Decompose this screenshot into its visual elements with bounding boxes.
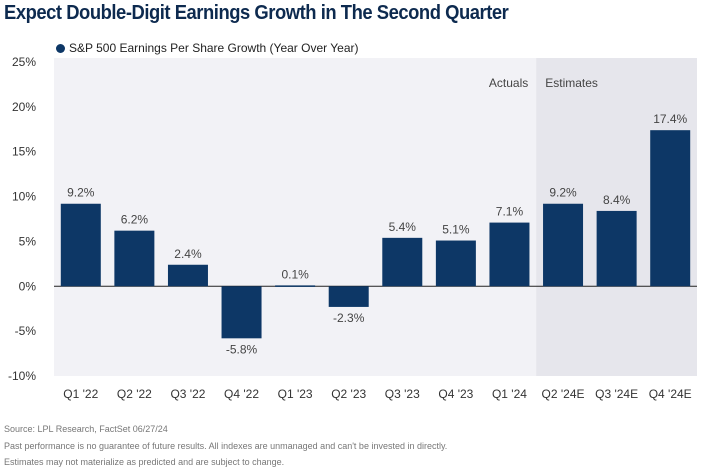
data-label: 9.2% bbox=[67, 186, 95, 200]
data-label: -5.8% bbox=[226, 342, 258, 356]
y-tick-label: 20% bbox=[12, 100, 36, 114]
estimates-note: Estimates may not materialize as predict… bbox=[4, 457, 285, 467]
disclaimer: Past performance is no guarantee of futu… bbox=[4, 441, 448, 451]
source-note: Source: LPL Research, FactSet 06/27/24 bbox=[4, 424, 168, 434]
data-label: 6.2% bbox=[121, 213, 149, 227]
legend-label: S&P 500 Earnings Per Share Growth (Year … bbox=[69, 41, 359, 55]
y-tick-label: 10% bbox=[12, 190, 36, 204]
data-label: 9.2% bbox=[549, 186, 577, 200]
x-tick-label: Q1 '23 bbox=[278, 387, 313, 401]
data-label: -2.3% bbox=[333, 311, 365, 325]
actuals-label: Actuals bbox=[489, 76, 528, 90]
bar bbox=[60, 203, 101, 287]
bar bbox=[275, 285, 316, 287]
x-tick-label: Q3 '22 bbox=[170, 387, 205, 401]
y-tick-label: 25% bbox=[12, 55, 36, 69]
legend-marker bbox=[56, 43, 65, 53]
x-tick-label: Q4 '24E bbox=[649, 387, 692, 401]
bar bbox=[221, 286, 262, 339]
x-tick-label: Q3 '24E bbox=[595, 387, 638, 401]
y-tick-label: 15% bbox=[12, 145, 36, 159]
x-tick-label: Q1 '24 bbox=[492, 387, 527, 401]
bar bbox=[328, 286, 369, 307]
x-tick-label: Q2 '23 bbox=[331, 387, 366, 401]
data-label: 7.1% bbox=[496, 205, 524, 219]
x-tick-label: Q1 '22 bbox=[63, 387, 98, 401]
x-tick-label: Q3 '23 bbox=[385, 387, 420, 401]
y-tick-label: 5% bbox=[19, 234, 37, 248]
data-label: 8.4% bbox=[603, 193, 631, 207]
x-tick-label: Q2 '22 bbox=[117, 387, 152, 401]
bar bbox=[543, 203, 584, 287]
data-label: 2.4% bbox=[174, 247, 202, 261]
bar bbox=[650, 130, 691, 287]
y-tick-label: -5% bbox=[15, 324, 37, 338]
bar bbox=[382, 237, 423, 287]
y-tick-label: -10% bbox=[8, 369, 36, 383]
x-tick-label: Q4 '22 bbox=[224, 387, 259, 401]
x-tick-label: Q2 '24E bbox=[542, 387, 585, 401]
bar bbox=[114, 230, 155, 287]
bar bbox=[596, 210, 637, 287]
x-tick-label: Q4 '23 bbox=[438, 387, 473, 401]
data-label: 17.4% bbox=[653, 112, 687, 126]
bar bbox=[489, 222, 530, 287]
data-label: 5.4% bbox=[389, 220, 417, 234]
bar bbox=[167, 264, 208, 287]
chart-title: Expect Double-Digit Earnings Growth in T… bbox=[4, 2, 509, 24]
y-tick-label: 0% bbox=[19, 279, 37, 293]
data-label: 0.1% bbox=[281, 267, 309, 281]
bar bbox=[435, 240, 476, 287]
estimates-label: Estimates bbox=[545, 76, 598, 90]
data-label: 5.1% bbox=[442, 223, 470, 237]
legend: S&P 500 Earnings Per Share Growth (Year … bbox=[56, 41, 359, 55]
